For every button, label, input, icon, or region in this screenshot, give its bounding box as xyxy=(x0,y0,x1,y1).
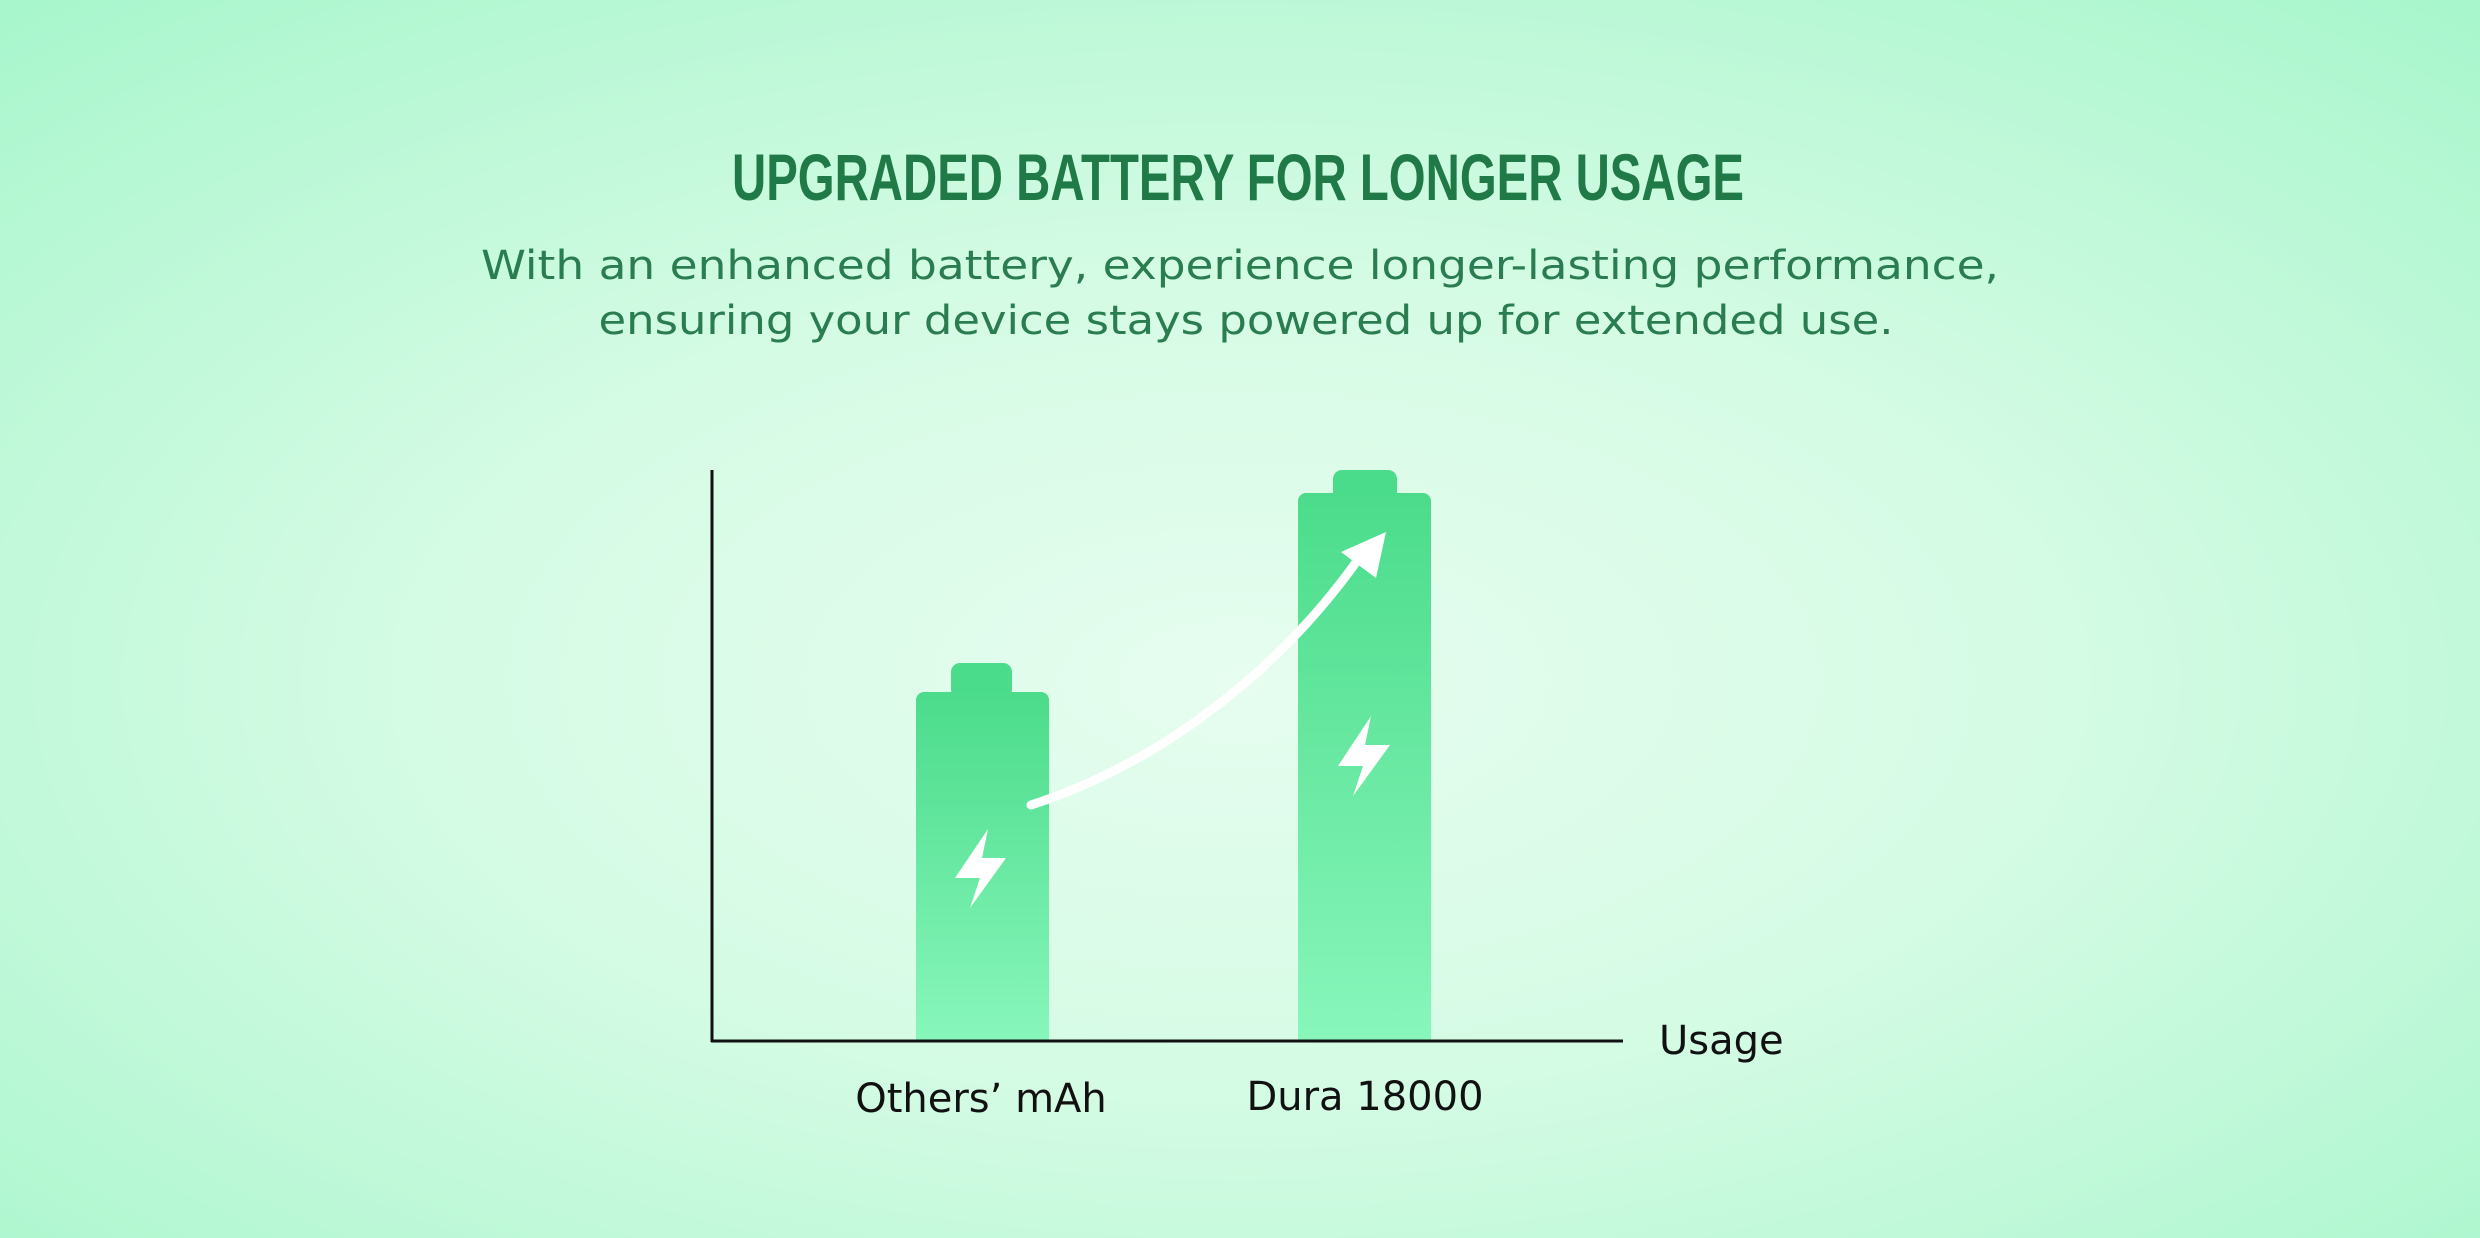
battery-small xyxy=(916,663,1049,1041)
category-label: Dura 18000 xyxy=(1246,1074,1483,1120)
title: UPGRADED BATTERY FOR LONGER USAGE xyxy=(732,140,1744,214)
subtitle-line: With an enhanced battery, experience lon… xyxy=(481,243,1999,289)
subtitle-line: ensuring your device stays powered up fo… xyxy=(599,298,1894,344)
battery-large xyxy=(1298,470,1431,1041)
x-axis-label: Usage xyxy=(1659,1018,1784,1064)
category-label: Others’ mAh xyxy=(855,1076,1107,1122)
growth-arrow xyxy=(1026,532,1386,810)
